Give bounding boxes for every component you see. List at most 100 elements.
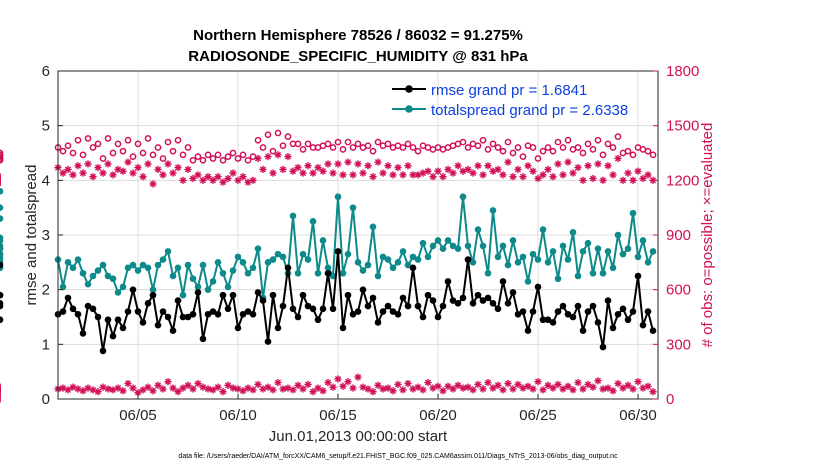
obs-star-stroke: [364, 385, 372, 393]
obs-possible-point: [94, 140, 102, 148]
obs-star-stroke: [454, 162, 462, 169]
obs-star-stroke: [379, 170, 387, 177]
obs-possible-point: [144, 135, 152, 142]
obs-evaluated-point: [569, 169, 577, 177]
obs-bottom-point: [174, 388, 182, 396]
obs-evaluated-point: [254, 154, 262, 163]
rmse-point: [369, 294, 377, 302]
obs-possible-point: [409, 144, 417, 151]
left-tick-label: 2: [42, 282, 50, 299]
chart-title-line2: RADIOSONDE_SPECIFIC_HUMIDITY @ 831 hPa: [188, 48, 528, 65]
obs-bottom-point: [389, 387, 397, 395]
obs-bottom-point: [619, 384, 627, 392]
rmse-point: [194, 289, 202, 296]
totalspread-point: [629, 209, 637, 217]
obs-star-stroke: [409, 171, 417, 178]
obs-possible-point: [69, 149, 77, 157]
obs-star-stroke: [149, 180, 157, 188]
rmse-point: [444, 278, 452, 285]
obs-bottom-point: [524, 382, 532, 390]
totalspread-point: [299, 250, 307, 258]
obs-evaluated-point: [304, 162, 312, 170]
obs-star-stroke: [439, 173, 447, 180]
obs-star-stroke: [454, 382, 462, 389]
totalspread-point: [489, 207, 497, 214]
totalspread-point: [509, 237, 517, 244]
obs-bottom-point: [94, 388, 102, 396]
totalspread-point: [434, 237, 442, 244]
obs-star-stroke: [209, 177, 217, 184]
rmse-point: [214, 310, 222, 318]
obs-evaluated-point: [529, 167, 537, 175]
obs-bottom-point: [629, 385, 637, 393]
obs-bottom-point: [64, 386, 72, 394]
obs-evaluated-point: [539, 171, 547, 179]
obs-star-stroke: [584, 162, 592, 169]
obs-star-stroke: [524, 383, 532, 390]
obs-star-stroke: [444, 166, 452, 173]
rmse-point: [384, 302, 392, 310]
obs-star-stroke: [329, 170, 337, 177]
obs-star-stroke: [284, 153, 292, 160]
obs-evaluated-point: [424, 167, 432, 175]
rmse-point: [179, 313, 187, 321]
obs-star-stroke: [259, 166, 267, 173]
totalspread-point: [249, 264, 257, 272]
obs-star-stroke: [69, 384, 77, 391]
right-tick-label: 1500: [666, 118, 699, 135]
obs-possible-point: [119, 147, 127, 155]
obs-evaluated-point: [519, 173, 527, 181]
obs-evaluated-point: [269, 169, 277, 177]
obs-evaluated-point: [499, 171, 507, 179]
obs-evaluated-point: [454, 162, 462, 170]
obs-possible-point: [129, 153, 137, 160]
obs-possible-point: [614, 133, 622, 140]
rmse-point: [329, 305, 337, 313]
totalspread-point: [399, 248, 407, 255]
obs-bottom-point: [314, 384, 322, 392]
rmse-point: [129, 286, 137, 293]
obs-star-stroke: [544, 382, 552, 389]
obs-star-stroke: [154, 166, 162, 173]
obs-star-stroke: [189, 175, 197, 182]
obs-evaluated-point: [59, 169, 67, 177]
rmse-point: [639, 321, 647, 329]
totalspread-point: [314, 269, 322, 277]
totalspread-point: [634, 253, 642, 261]
obs-evaluated-point: [79, 169, 87, 177]
obs-possible-point: [509, 149, 517, 157]
obs-star-stroke: [229, 170, 237, 177]
obs-star-stroke: [204, 385, 212, 393]
obs-star-stroke: [284, 385, 292, 392]
obs-star-stroke: [579, 177, 587, 184]
obs-possible-point: [559, 144, 567, 151]
obs-star-stroke: [194, 380, 202, 387]
obs-evaluated-point: [219, 178, 227, 186]
totalspread-point: [244, 269, 252, 277]
totalspread-point: [274, 250, 282, 258]
totalspread-point: [529, 250, 537, 258]
rmse-point: [319, 305, 327, 313]
obs-star-stroke: [79, 387, 87, 394]
obs-possible-point: [224, 153, 232, 160]
obs-star-stroke: [524, 162, 532, 169]
obs-star-stroke: [474, 381, 482, 388]
obs-evaluated-point: [494, 165, 502, 173]
totalspread-point: [189, 275, 197, 283]
obs-possible-point: [644, 147, 652, 155]
rmse-point: [624, 316, 632, 324]
totalspread-point: [209, 278, 217, 285]
obs-evaluated-point: [614, 154, 622, 163]
totalspread-point: [119, 283, 127, 291]
rmse-point: [284, 264, 292, 272]
obs-star-stroke: [144, 384, 152, 391]
obs-evaluated-point: [629, 176, 637, 184]
obs-possible-point: [594, 136, 602, 144]
obs-star-stroke: [244, 385, 252, 392]
obs-bottom-point: [184, 381, 192, 389]
obs-bottom-point: [454, 381, 462, 389]
obs-star-stroke: [349, 385, 357, 392]
rmse-point: [494, 305, 502, 313]
obs-star-stroke: [384, 162, 392, 169]
rmse-point: [634, 272, 642, 280]
